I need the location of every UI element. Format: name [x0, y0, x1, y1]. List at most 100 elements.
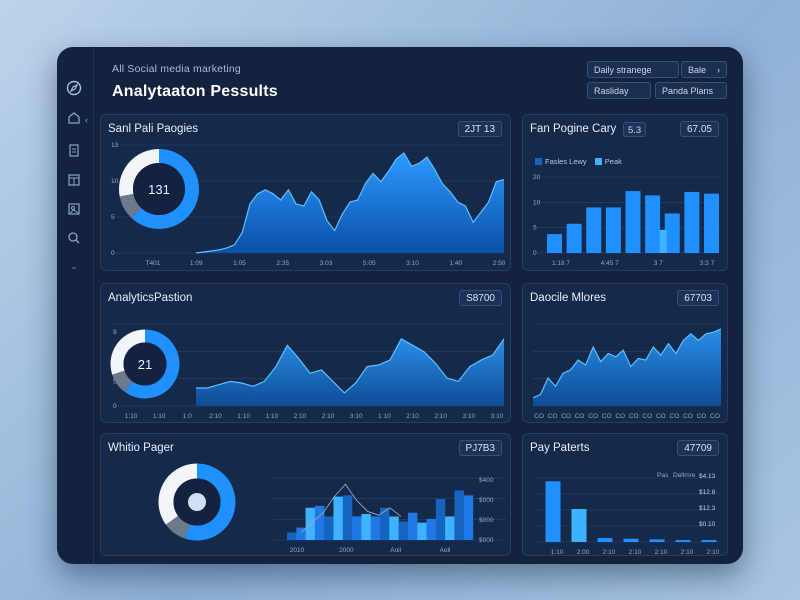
x-tick-label: CO — [697, 413, 707, 420]
value-label: $4.13 — [699, 473, 716, 480]
daily-stranege-button[interactable]: Daily stranege — [587, 61, 679, 78]
x-tick-label: CO — [602, 413, 612, 420]
y-tick-label: 5 — [111, 214, 115, 221]
y-tick-label: 0 — [111, 250, 115, 257]
page-title: Analytaaton Pessults — [112, 83, 278, 100]
chart-bar-6: Pas Dellmre $4.13 $12.8 $12.3 $0.10 1:10 2:00 2:… — [533, 472, 721, 556]
bar — [645, 195, 661, 253]
bar — [426, 518, 436, 540]
y-tick-label: 10 — [111, 178, 119, 185]
y-tick-label: 20 — [533, 174, 541, 181]
card-value-badge[interactable]: 67703 — [677, 290, 719, 306]
home-icon[interactable] — [65, 109, 83, 127]
bar — [547, 234, 562, 253]
legend-swatch — [535, 158, 542, 165]
legend-label: Peak — [604, 157, 622, 166]
donut-segment — [119, 149, 160, 197]
bar — [684, 191, 700, 253]
bar — [625, 191, 641, 253]
y-tick-label: $000 — [479, 537, 494, 544]
donut-segment — [112, 370, 133, 392]
x-tick-label: CO — [656, 413, 666, 420]
bar — [435, 499, 446, 540]
x-tick-label: CO — [534, 413, 544, 420]
y-tick-label: $000 — [479, 497, 494, 504]
more-icon[interactable] — [65, 259, 83, 277]
calendar-icon[interactable] — [65, 171, 83, 189]
card-pay-paterts: Pay Paterts 47709 Pas Dellmre $4.13 $12.8 $1… — [522, 433, 728, 556]
document-icon[interactable] — [65, 142, 83, 160]
x-tick-label: 2:10 — [629, 549, 642, 556]
bar — [545, 481, 561, 542]
x-tick-label: CO — [548, 413, 558, 420]
bar — [704, 193, 719, 253]
x-tick-label: CO — [588, 413, 598, 420]
card-title: Fan Pogine Cary — [530, 123, 617, 135]
area-fill — [196, 338, 504, 406]
chart-bar-2: 20 10 5 0 1:18 7 4:45 7 3 7 3:3 7 — [533, 174, 721, 267]
card-value-badge[interactable]: 67.05 — [679, 121, 719, 137]
x-tick-label: 2:10 — [434, 413, 447, 420]
bar — [287, 532, 297, 540]
bar — [586, 207, 602, 253]
rasliday-button[interactable]: Rasliday — [587, 82, 651, 99]
image-icon[interactable] — [65, 200, 83, 218]
x-tick-label: CO — [683, 413, 693, 420]
donut-segment — [110, 329, 146, 375]
y-tick-label: 10 — [533, 199, 541, 206]
donut-segment — [185, 463, 236, 541]
x-tick-label: 2:10 — [707, 549, 720, 556]
x-tick-label: 5:05 — [363, 260, 376, 267]
x-tick-label: CO — [670, 413, 680, 420]
card-value-badge[interactable]: PJ7B3 — [458, 440, 502, 456]
bar — [649, 539, 665, 542]
x-tick-label: 2:10 — [603, 549, 616, 556]
y-tick-label: 13 — [111, 142, 119, 149]
x-tick-label: CO — [642, 413, 652, 420]
chevron-left-icon[interactable]: ‹ — [85, 115, 88, 125]
x-tick-label: 3:10 — [463, 413, 476, 420]
card-title: Whitio Pager — [108, 442, 174, 454]
bar — [454, 490, 464, 540]
x-tick-label: 2:50 — [493, 260, 506, 267]
chart-area-4: CO CO CO CO CO CO CO CO CO CO CO CO CO CO — [532, 323, 722, 420]
x-tick-label: CO — [561, 413, 571, 420]
card-analytics-pastion: AnalyticsPastion S8700 9 5 5 0 21 1:10 1:10 1:0… — [100, 283, 511, 423]
card-value-badge[interactable]: 2JT 13 — [457, 121, 502, 137]
card-title: AnalyticsPastion — [108, 292, 193, 304]
donut-segment — [124, 329, 180, 399]
compass-icon[interactable] — [65, 79, 83, 97]
card-value-badge[interactable]: 47709 — [677, 440, 719, 456]
x-tick-label: 1:18 7 — [552, 260, 570, 267]
value-label: $0.10 — [699, 521, 716, 528]
y-tick-label: $000 — [479, 517, 494, 524]
bar — [659, 229, 667, 253]
bar — [566, 223, 582, 253]
value-label: $12.3 — [699, 505, 716, 512]
x-tick-label: CO — [575, 413, 585, 420]
bale-button[interactable]: Bale › — [681, 61, 727, 78]
card-value-badge[interactable]: S8700 — [459, 290, 502, 306]
donut-segment — [165, 515, 191, 539]
donut-label: 21 — [138, 357, 152, 372]
bar — [675, 540, 691, 542]
x-tick-label: 1:10 — [125, 413, 138, 420]
x-tick-label: 3:03 — [320, 260, 333, 267]
value-label: $12.8 — [699, 489, 716, 496]
area-line — [195, 152, 505, 254]
x-tick-label: 1:10 — [237, 413, 250, 420]
legend-label: Dellmre — [673, 472, 696, 479]
donut-label: 131 — [148, 182, 170, 197]
area-line — [196, 337, 505, 394]
x-tick-label: Aoll — [440, 547, 451, 554]
search-icon[interactable] — [65, 229, 83, 247]
bar — [361, 513, 371, 540]
donut-segment — [131, 149, 199, 229]
card-sub-badge[interactable]: 5.3 — [623, 122, 647, 137]
bar — [623, 538, 639, 542]
panda-plans-button[interactable]: Panda Plans — [655, 82, 727, 99]
y-tick-label: 5 — [533, 225, 537, 232]
bar — [701, 540, 717, 542]
card-title: Sanl Pali Paogies — [108, 123, 199, 135]
bar — [333, 496, 343, 540]
